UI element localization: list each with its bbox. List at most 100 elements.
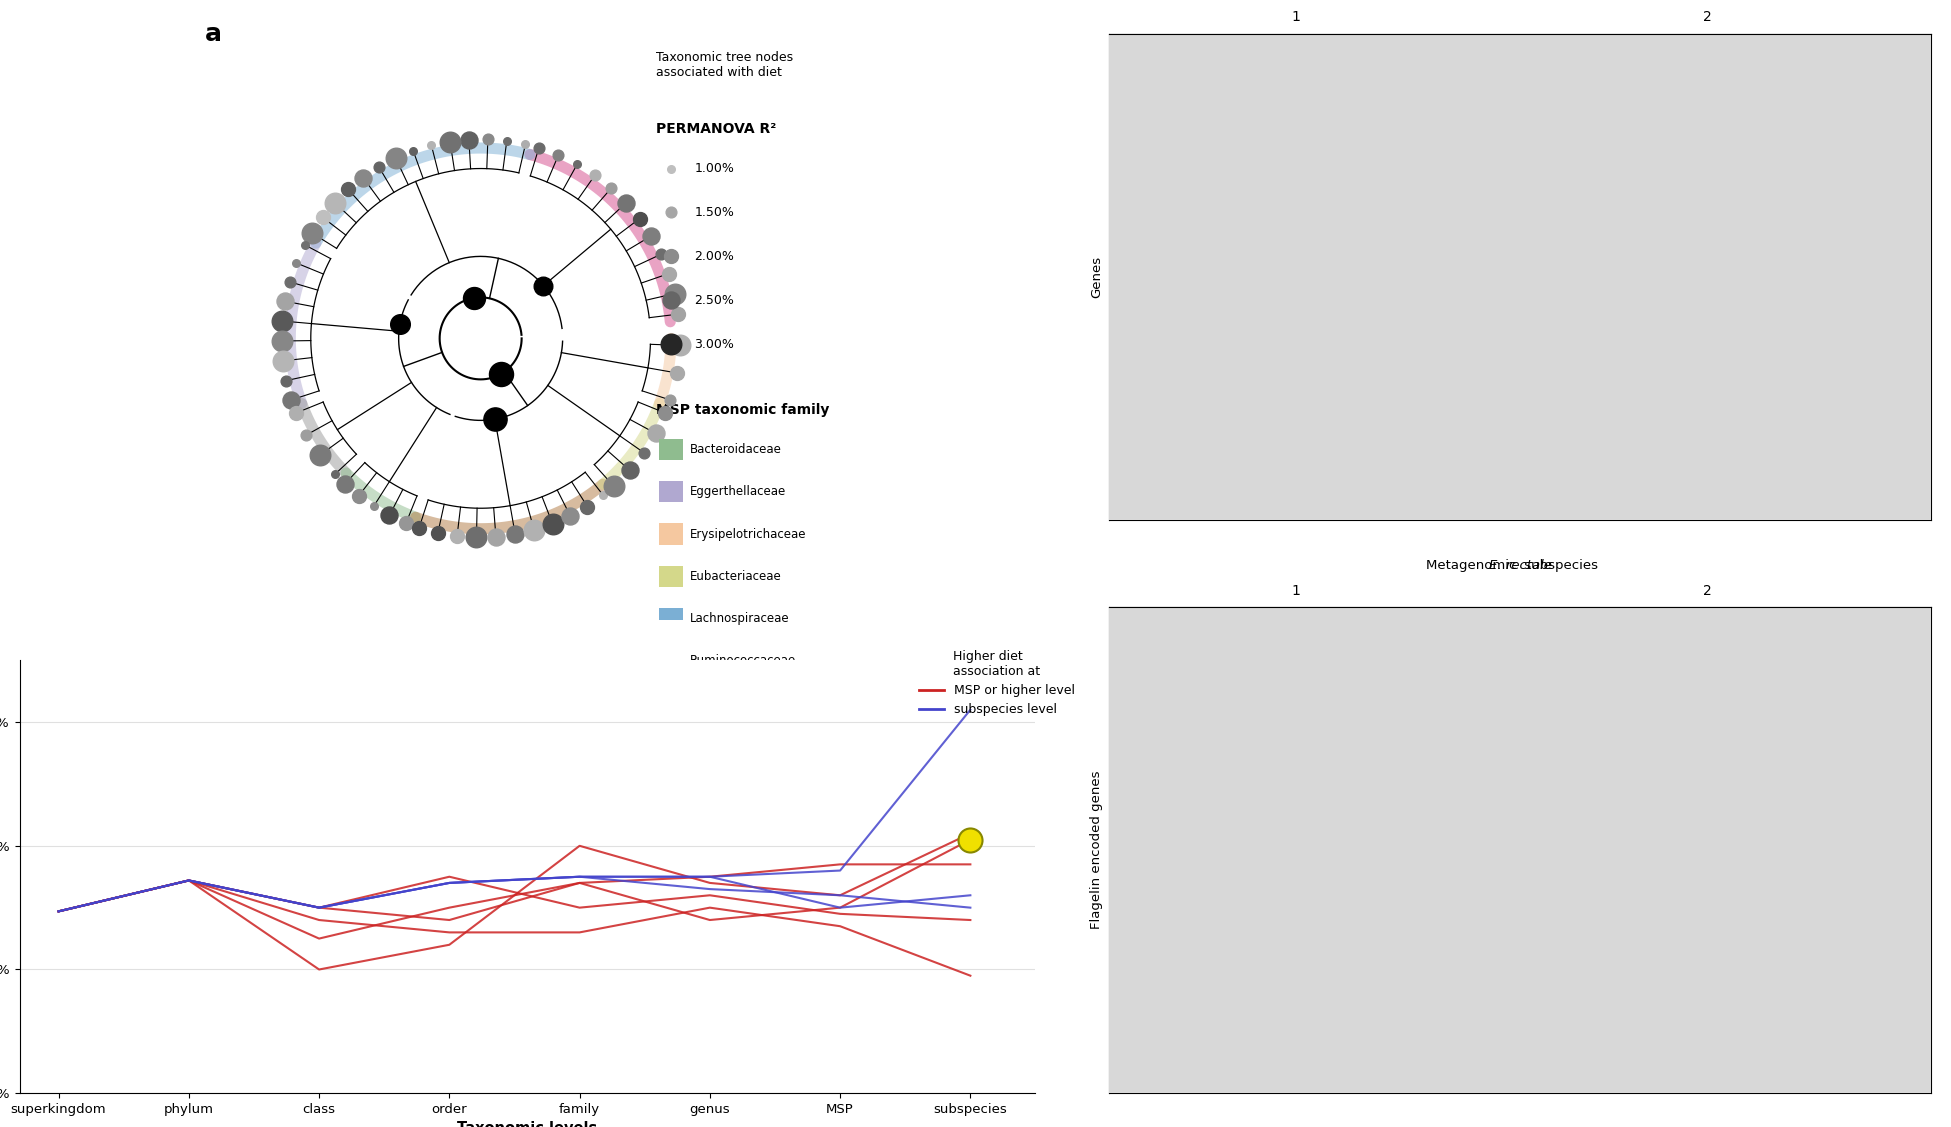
Text: MSP taxonomic family: MSP taxonomic family	[656, 402, 829, 417]
Point	[265, 332, 297, 350]
Point	[663, 336, 695, 354]
Point	[663, 305, 695, 323]
Text: 1.00%: 1.00%	[695, 162, 734, 175]
Point	[297, 224, 328, 242]
Point	[554, 507, 585, 525]
Bar	[1483, 34, 1931, 520]
Point	[380, 149, 412, 167]
Point	[542, 147, 574, 165]
Point	[275, 391, 306, 409]
Point	[572, 497, 603, 515]
Point	[509, 135, 540, 153]
Y-axis label: Genes: Genes	[1091, 256, 1104, 298]
Point	[562, 156, 593, 174]
Point	[656, 291, 687, 309]
Point	[453, 131, 484, 149]
Text: unclassified Clostridiales: unclassified Clostridiales	[691, 696, 837, 709]
Text: Ruminococcaceae: Ruminococcaceae	[691, 654, 796, 667]
Point	[267, 352, 299, 370]
Point	[595, 179, 626, 197]
Point	[519, 521, 550, 539]
Point	[334, 180, 365, 198]
Point	[624, 210, 656, 228]
Point	[615, 461, 646, 479]
Point	[636, 227, 667, 245]
FancyBboxPatch shape	[659, 523, 683, 544]
Text: PERMANOVA R²: PERMANOVA R²	[656, 122, 776, 135]
Text: Erysipelotrichaceae: Erysipelotrichaceae	[691, 527, 808, 541]
Point	[281, 254, 312, 272]
Text: 1.50%: 1.50%	[695, 206, 734, 219]
Point	[291, 426, 322, 444]
Point	[281, 403, 312, 421]
FancyBboxPatch shape	[659, 735, 683, 755]
Text: Eggerthellaceae: Eggerthellaceae	[691, 486, 786, 498]
Point	[273, 273, 304, 291]
Point	[656, 204, 687, 222]
Point	[646, 246, 677, 264]
Point	[661, 364, 693, 382]
Point	[271, 372, 302, 390]
Point	[375, 506, 406, 524]
Point	[472, 131, 503, 149]
Point	[640, 425, 671, 443]
Text: Eubacteriaceae: Eubacteriaceae	[691, 569, 782, 583]
Text: subspecies: subspecies	[1520, 559, 1598, 571]
Point	[587, 486, 618, 504]
Legend: MSP or higher level, subspecies level: MSP or higher level, subspecies level	[913, 645, 1081, 721]
Point	[363, 158, 394, 176]
Point	[421, 524, 453, 542]
Text: Taxonomic tree nodes
associated with diet: Taxonomic tree nodes associated with die…	[656, 52, 794, 79]
FancyBboxPatch shape	[659, 607, 683, 629]
Point	[320, 194, 351, 212]
Point	[384, 316, 416, 334]
Point	[486, 365, 517, 383]
Point	[656, 160, 687, 178]
Point	[611, 194, 642, 212]
Point	[529, 276, 560, 294]
FancyBboxPatch shape	[659, 692, 683, 713]
Point	[480, 527, 511, 545]
Bar	[1108, 34, 1483, 520]
Point	[654, 391, 685, 409]
Text: 2.50%: 2.50%	[695, 294, 734, 307]
Point	[320, 465, 351, 483]
Point	[330, 474, 361, 492]
Text: E. rectale: E. rectale	[1489, 559, 1551, 571]
Bar	[1108, 607, 1483, 1093]
Point	[579, 167, 611, 185]
Text: unclassified Firmicutes: unclassified Firmicutes	[691, 738, 825, 752]
Point	[656, 335, 687, 353]
Point	[304, 446, 336, 464]
Point	[343, 487, 375, 505]
Point	[499, 525, 531, 543]
Text: Lachnospiraceae: Lachnospiraceae	[691, 612, 790, 624]
Point	[269, 292, 300, 310]
X-axis label: Taxonomic levels: Taxonomic levels	[457, 1121, 597, 1127]
Point	[599, 478, 630, 496]
Point	[404, 518, 435, 536]
FancyBboxPatch shape	[659, 566, 683, 587]
Point	[656, 247, 687, 265]
Point	[359, 497, 390, 515]
Y-axis label: Flagelin encoded genes: Flagelin encoded genes	[1091, 771, 1104, 930]
Text: 3.00%: 3.00%	[695, 338, 734, 350]
Point	[306, 208, 338, 227]
Point	[628, 444, 659, 462]
Point	[492, 132, 523, 150]
Point	[659, 285, 691, 303]
Point	[460, 529, 492, 547]
Text: Bacteroidaceae: Bacteroidaceae	[691, 443, 782, 456]
Point	[435, 133, 466, 151]
Point	[267, 312, 299, 330]
FancyBboxPatch shape	[659, 440, 683, 460]
Point	[441, 527, 472, 545]
Point	[458, 289, 490, 307]
FancyBboxPatch shape	[659, 650, 683, 671]
FancyBboxPatch shape	[659, 481, 683, 503]
Point	[654, 265, 685, 283]
Point	[650, 403, 681, 421]
Text: a: a	[205, 23, 222, 46]
Point	[523, 139, 554, 157]
Point	[289, 236, 320, 254]
